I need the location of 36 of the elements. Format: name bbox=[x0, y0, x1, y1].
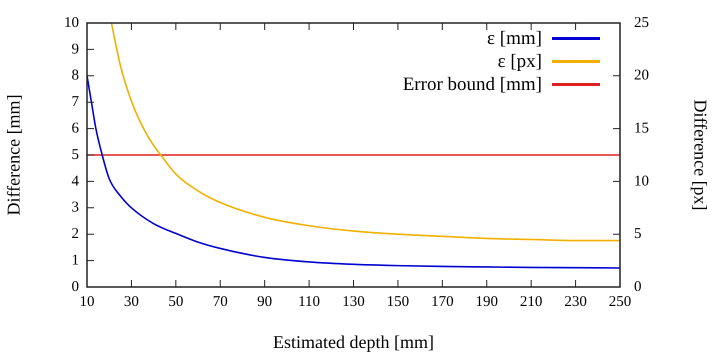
y-tick-label: 2 bbox=[72, 226, 79, 242]
y-tick-label: 4 bbox=[72, 173, 80, 190]
y2-tick-label: 15 bbox=[634, 120, 649, 137]
y2-tick-label: 10 bbox=[634, 173, 649, 190]
x-tick-label: 90 bbox=[257, 294, 272, 310]
x-tick-label: 70 bbox=[212, 294, 228, 310]
y-tick-label: 9 bbox=[72, 41, 79, 58]
x-tick-label: 210 bbox=[520, 294, 542, 310]
legend-label: Error bound [mm] bbox=[402, 73, 542, 96]
y2-tick-label: 20 bbox=[634, 68, 649, 84]
y-tick-label: 5 bbox=[72, 146, 79, 163]
y-tick-label: 1 bbox=[72, 252, 79, 269]
x-tick-label: 170 bbox=[431, 294, 454, 310]
x-tick-label: 230 bbox=[564, 294, 587, 310]
x-tick-label: 30 bbox=[124, 294, 139, 310]
y2-tick-label: 25 bbox=[634, 14, 649, 31]
y-tick-label: 7 bbox=[72, 94, 80, 110]
y-tick-label: 0 bbox=[72, 278, 79, 295]
y-tick-label: 8 bbox=[72, 68, 79, 84]
y2-tick-label: 0 bbox=[634, 278, 642, 295]
x-tick-label: 150 bbox=[386, 294, 410, 310]
y-axis-title: Difference [mm] bbox=[4, 94, 24, 216]
x-tick-label: 110 bbox=[298, 294, 320, 310]
x-tick-label: 50 bbox=[168, 294, 184, 310]
y-tick-label: 3 bbox=[72, 200, 79, 216]
x-tick-label: 190 bbox=[476, 294, 498, 310]
y-tick-label: 10 bbox=[64, 14, 79, 31]
y-tick-label: 6 bbox=[72, 120, 80, 137]
y2-axis-title: Difference [px] bbox=[690, 99, 710, 211]
legend-label: ε [mm] bbox=[487, 27, 542, 50]
legend-label: ε [px] bbox=[498, 50, 542, 73]
line-series bbox=[110, 23, 620, 242]
x-axis-title: Estimated depth [mm] bbox=[273, 332, 434, 352]
x-tick-label: 250 bbox=[608, 294, 632, 310]
x-tick-label: 130 bbox=[342, 294, 365, 310]
y2-tick-label: 5 bbox=[634, 226, 642, 242]
